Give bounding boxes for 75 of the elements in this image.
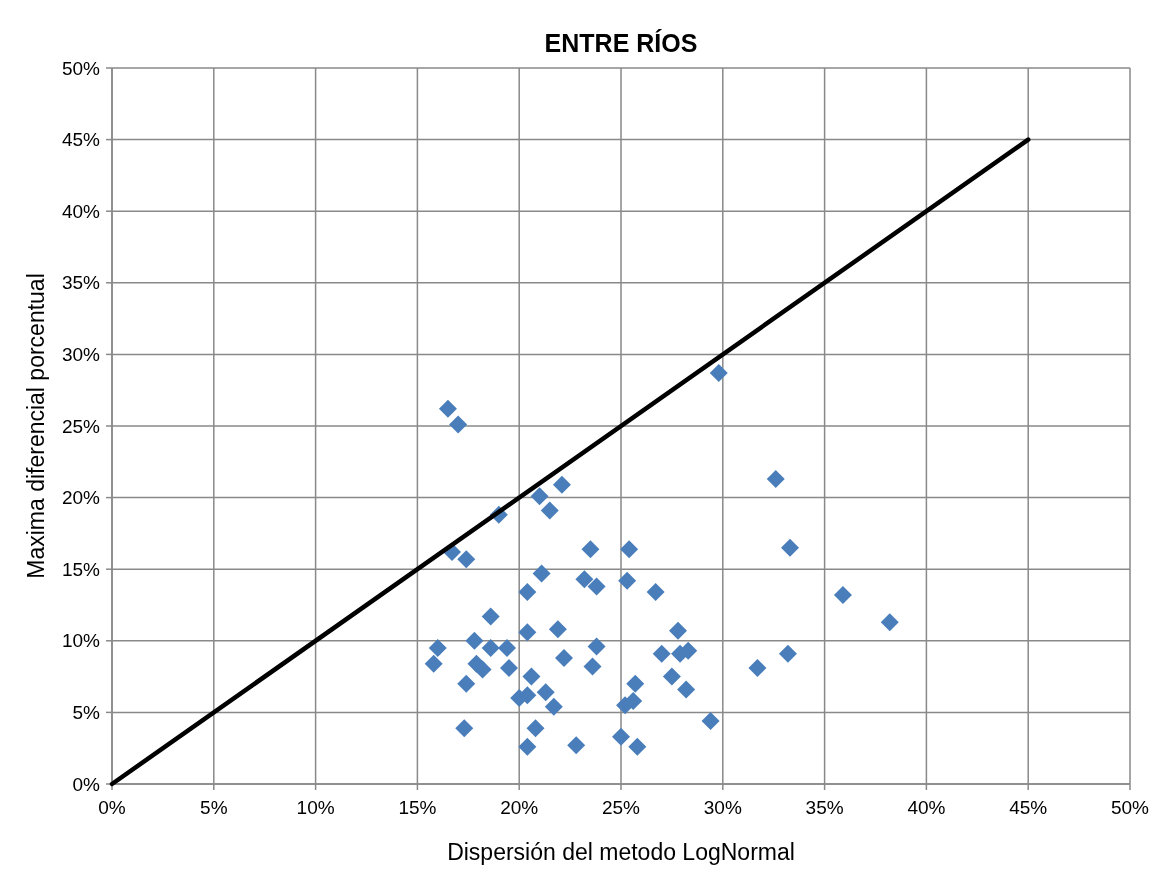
point — [652, 644, 671, 663]
point — [532, 564, 551, 583]
x-tick-label: 15% — [398, 797, 437, 818]
y-tick-label: 15% — [61, 558, 101, 580]
point — [618, 571, 637, 590]
point — [455, 719, 474, 738]
y-tick-label: 45% — [61, 129, 101, 151]
point — [766, 469, 785, 488]
point — [473, 660, 492, 679]
point — [709, 364, 728, 383]
y-tick-label: 30% — [61, 344, 101, 366]
point — [481, 607, 500, 626]
point — [438, 399, 457, 418]
point — [449, 415, 468, 434]
y-tick-label: 20% — [61, 487, 101, 509]
y-tick-label: 5% — [72, 702, 101, 724]
x-tick-label: 10% — [296, 797, 335, 818]
point — [575, 570, 594, 589]
point — [620, 540, 639, 559]
x-tick-label: 40% — [907, 797, 946, 818]
y-tick-label: 10% — [61, 630, 101, 652]
point — [880, 613, 899, 632]
point — [778, 644, 797, 663]
point — [662, 667, 681, 686]
point — [428, 638, 447, 657]
chart-title: ENTRE RÍOS — [544, 29, 698, 57]
point — [554, 648, 573, 667]
y-tick-label: 35% — [61, 272, 101, 294]
point — [518, 623, 537, 642]
point — [457, 674, 476, 693]
point — [583, 657, 602, 676]
point — [518, 583, 537, 602]
y-axis-title: Maxima diferencial porcentual — [23, 273, 49, 579]
point — [522, 667, 541, 686]
point — [612, 727, 630, 746]
x-tick-label: 5% — [200, 797, 228, 818]
point — [530, 487, 549, 506]
point — [780, 538, 799, 557]
point — [548, 620, 567, 639]
x-tick-label: 20% — [500, 797, 539, 818]
point — [567, 736, 586, 755]
point — [833, 585, 852, 604]
point — [465, 631, 484, 650]
point — [500, 659, 519, 678]
y-tick-label: 40% — [61, 200, 101, 222]
point — [587, 577, 606, 596]
point — [701, 711, 720, 730]
point — [481, 638, 500, 657]
point — [457, 550, 476, 569]
x-tick-label: 50% — [1110, 797, 1150, 818]
point — [628, 737, 647, 756]
point — [518, 737, 537, 756]
x-axis-title: Dispersión del metodo LogNormal — [447, 839, 795, 865]
x-tick-label: 35% — [805, 797, 844, 818]
point — [536, 683, 555, 702]
point — [424, 654, 443, 673]
point — [544, 697, 563, 716]
point — [552, 475, 571, 494]
point — [677, 680, 696, 699]
point — [669, 621, 688, 640]
y-tick-label: 50% — [61, 57, 101, 79]
y-tick-label: 0% — [72, 773, 101, 795]
point — [497, 638, 516, 657]
point — [748, 659, 767, 678]
y-tick-label: 25% — [61, 415, 101, 437]
point — [540, 501, 559, 520]
x-tick-label: 30% — [703, 797, 742, 818]
point — [581, 540, 600, 559]
x-tick-label: 25% — [601, 797, 641, 818]
point — [587, 637, 606, 656]
point — [646, 583, 665, 602]
x-tick-label: 45% — [1009, 797, 1048, 818]
point — [626, 674, 645, 693]
point — [526, 719, 545, 738]
x-tick-label: 0% — [98, 797, 126, 818]
